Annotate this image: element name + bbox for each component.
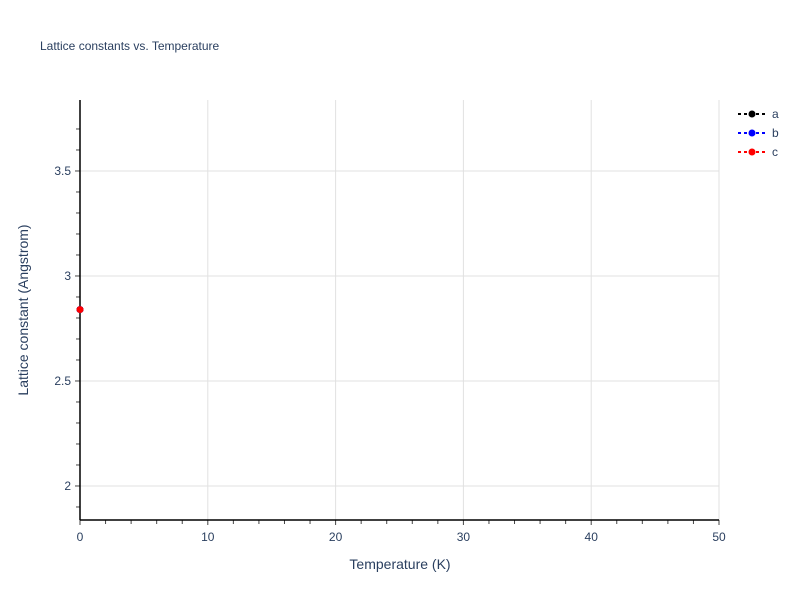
legend-label-a: a [772,107,779,121]
y-tick-label: 2.5 [54,374,71,388]
y-tick-label: 2 [64,479,71,493]
x-tick-label: 30 [457,530,471,544]
data-point-c [76,306,84,314]
legend-marker-c [748,148,756,156]
x-tick-label: 10 [201,530,215,544]
y-axis-label: Lattice constant (Angstrom) [15,224,31,395]
x-tick-label: 20 [329,530,343,544]
y-tick-label: 3 [64,269,71,283]
legend-marker-a [748,110,756,118]
legend-label-c: c [772,145,778,159]
x-tick-label: 40 [585,530,599,544]
legend-label-b: b [772,126,779,140]
x-tick-label: 50 [712,530,726,544]
y-tick-label: 3.5 [54,164,71,178]
legend-marker-b [748,129,756,137]
x-axis-label: Temperature (K) [349,556,450,572]
chart-title: Lattice constants vs. Temperature [40,39,220,53]
x-tick-label: 0 [77,530,84,544]
